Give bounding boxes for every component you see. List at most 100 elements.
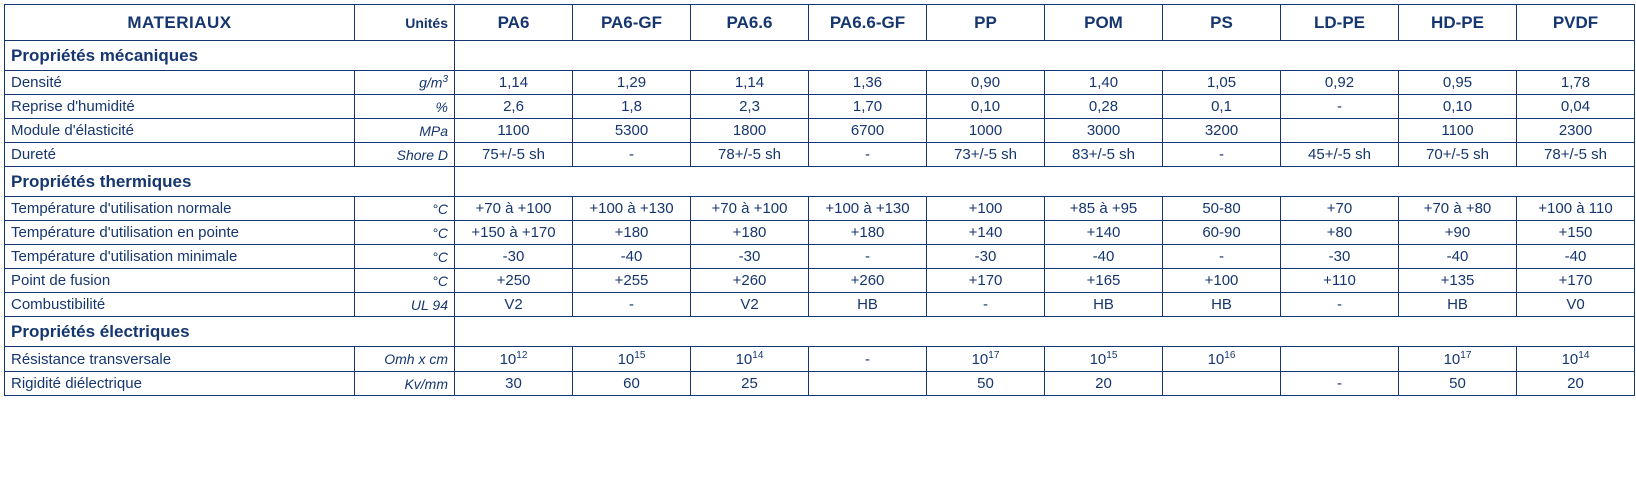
cell-value: +80 [1281, 221, 1399, 245]
cell-value: 30 [455, 372, 573, 396]
cell-value: +255 [573, 269, 691, 293]
cell-value: 0,10 [1399, 95, 1517, 119]
cell-value: V0 [1517, 293, 1635, 317]
cell-value: -30 [691, 245, 809, 269]
header-materiaux: MATERIAUX [5, 5, 355, 41]
cell-value: 1014 [1517, 347, 1635, 372]
table-row: Module d'élasticitéMPa110053001800670010… [5, 119, 1635, 143]
cell-value: 0,28 [1045, 95, 1163, 119]
cell-value: 1,14 [691, 71, 809, 95]
cell-value: +85 à +95 [1045, 197, 1163, 221]
section-title: Propriétés électriques [5, 317, 455, 347]
colhead-7: LD-PE [1281, 5, 1399, 41]
cell-value: +100 à +130 [809, 197, 927, 221]
cell-value [809, 372, 927, 396]
cell-value: 1014 [691, 347, 809, 372]
prop-label: Température d'utilisation normale [5, 197, 355, 221]
cell-value: 78+/-5 sh [691, 143, 809, 167]
cell-value: 1,29 [573, 71, 691, 95]
cell-value: 1100 [1399, 119, 1517, 143]
cell-value: +140 [1045, 221, 1163, 245]
cell-value: 1012 [455, 347, 573, 372]
table-body: Propriétés mécaniquesDensitég/m31,141,29… [5, 41, 1635, 396]
unit-label: % [355, 95, 455, 119]
cell-value: 60-90 [1163, 221, 1281, 245]
cell-value: -40 [1045, 245, 1163, 269]
section-blank [455, 167, 1635, 197]
cell-value: 0,1 [1163, 95, 1281, 119]
colhead-0: PA6 [455, 5, 573, 41]
unit-label: Shore D [355, 143, 455, 167]
section-title: Propriétés thermiques [5, 167, 455, 197]
cell-value: +135 [1399, 269, 1517, 293]
cell-value: +180 [573, 221, 691, 245]
unit-label: MPa [355, 119, 455, 143]
cell-value: 1,14 [455, 71, 573, 95]
cell-value: 0,90 [927, 71, 1045, 95]
cell-value: 1800 [691, 119, 809, 143]
cell-value: +70 à +100 [691, 197, 809, 221]
cell-value: 5300 [573, 119, 691, 143]
cell-value: 25 [691, 372, 809, 396]
cell-value: 1017 [927, 347, 1045, 372]
cell-value: HB [1163, 293, 1281, 317]
cell-value: +150 [1517, 221, 1635, 245]
cell-value [1281, 347, 1399, 372]
cell-value: - [1281, 293, 1399, 317]
cell-value: 1,8 [573, 95, 691, 119]
cell-value: +90 [1399, 221, 1517, 245]
colhead-1: PA6-GF [573, 5, 691, 41]
cell-value: 2300 [1517, 119, 1635, 143]
table-row: Température d'utilisation normale°C+70 à… [5, 197, 1635, 221]
unit-label: °C [355, 221, 455, 245]
cell-value: +70 à +100 [455, 197, 573, 221]
cell-value: +100 à 110 [1517, 197, 1635, 221]
cell-value: +180 [691, 221, 809, 245]
prop-label: Résistance transversale [5, 347, 355, 372]
prop-label: Reprise d'humidité [5, 95, 355, 119]
cell-value: V2 [691, 293, 809, 317]
cell-value: 83+/-5 sh [1045, 143, 1163, 167]
colhead-4: PP [927, 5, 1045, 41]
cell-value: -40 [1517, 245, 1635, 269]
colhead-9: PVDF [1517, 5, 1635, 41]
header-unites: Unités [355, 5, 455, 41]
table-row: CombustibilitéUL 94V2-V2HB-HBHB-HBV0 [5, 293, 1635, 317]
prop-label: Module d'élasticité [5, 119, 355, 143]
prop-label: Dureté [5, 143, 355, 167]
cell-value: 50 [927, 372, 1045, 396]
unit-label: UL 94 [355, 293, 455, 317]
cell-value: 1015 [1045, 347, 1163, 372]
cell-value: 1,78 [1517, 71, 1635, 95]
cell-value: 6700 [809, 119, 927, 143]
cell-value: 75+/-5 sh [455, 143, 573, 167]
cell-value: 73+/-5 sh [927, 143, 1045, 167]
cell-value: 0,04 [1517, 95, 1635, 119]
unit-label: °C [355, 245, 455, 269]
cell-value: -30 [927, 245, 1045, 269]
cell-value: 1017 [1399, 347, 1517, 372]
cell-value: +110 [1281, 269, 1399, 293]
cell-value: +250 [455, 269, 573, 293]
colhead-2: PA6.6 [691, 5, 809, 41]
cell-value [1281, 119, 1399, 143]
cell-value: +100 [1163, 269, 1281, 293]
cell-value: 20 [1517, 372, 1635, 396]
cell-value: 1,40 [1045, 71, 1163, 95]
prop-label: Densité [5, 71, 355, 95]
colhead-5: POM [1045, 5, 1163, 41]
cell-value: - [809, 143, 927, 167]
cell-value [1163, 372, 1281, 396]
cell-value: -40 [573, 245, 691, 269]
cell-value: +170 [927, 269, 1045, 293]
cell-value: 0,10 [927, 95, 1045, 119]
colhead-6: PS [1163, 5, 1281, 41]
cell-value: 1100 [455, 119, 573, 143]
cell-value: 50-80 [1163, 197, 1281, 221]
cell-value: HB [1399, 293, 1517, 317]
cell-value: -30 [1281, 245, 1399, 269]
cell-value: - [1281, 372, 1399, 396]
table-row: Densitég/m31,141,291,141,360,901,401,050… [5, 71, 1635, 95]
section-blank [455, 41, 1635, 71]
cell-value: 1,70 [809, 95, 927, 119]
